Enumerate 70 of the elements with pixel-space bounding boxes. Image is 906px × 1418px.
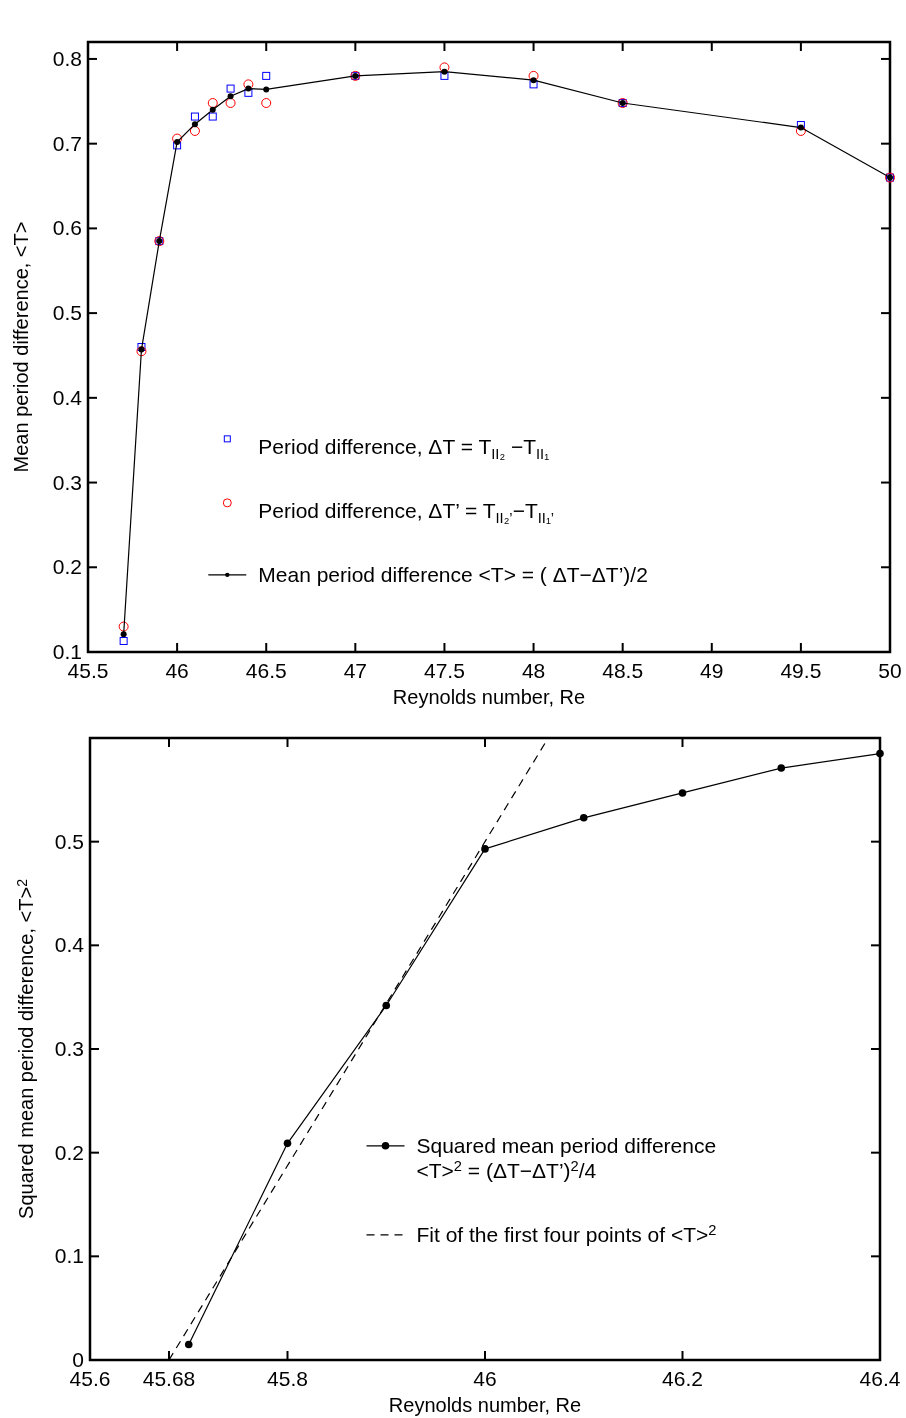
- point: [245, 85, 252, 92]
- x-tick-label: 49.5: [780, 659, 822, 682]
- x-tick-label: 47: [343, 659, 368, 682]
- point: [441, 68, 448, 75]
- legend-label: Mean period difference <T> = ( ΔT−ΔT’)/2: [258, 562, 648, 586]
- point: [118, 621, 129, 632]
- x-tick-label: 46: [473, 1367, 497, 1390]
- y-axis-title: Mean period difference, <T>: [10, 221, 32, 473]
- point: [189, 125, 200, 136]
- x-tick-label: 47.5: [424, 659, 465, 682]
- x-tick-label: 45.68: [142, 1367, 196, 1390]
- x-tick-label: 46: [165, 659, 189, 682]
- point: [184, 1340, 193, 1349]
- point: [263, 86, 270, 93]
- point: [207, 98, 218, 108]
- point: [120, 631, 127, 638]
- y-tick-label: 0.5: [52, 301, 82, 325]
- point: [174, 138, 181, 145]
- legend-label: Fit of the first four points of <T>$^{2}$: [416, 1222, 717, 1246]
- legend-label: Squared mean period difference <T>$^{2}$ = (ΔT−ΔT’)$^{2}$/4: [416, 1133, 717, 1182]
- y-tick-label: 0.4: [52, 385, 83, 409]
- point: [579, 814, 588, 822]
- point: [795, 125, 806, 136]
- point: [777, 764, 786, 772]
- x-axis-title: Reynolds number, Re: [392, 686, 586, 708]
- point: [209, 106, 216, 113]
- point: [440, 71, 449, 80]
- point: [173, 141, 182, 150]
- legend-label: Period difference, ΔT’ = T$_{II₂’}$−T$_{II₁’}$: [258, 498, 555, 527]
- point: [262, 71, 271, 80]
- y-tick-label: 0.6: [52, 216, 82, 240]
- y-tick-label: 0.3: [54, 1037, 84, 1060]
- legend-label: Period difference, ΔT = T$_{II₂}$ −T$_{II₁}$: [258, 434, 550, 463]
- y-tick-label: 0.8: [52, 46, 82, 70]
- x-tick-label: 48: [521, 659, 546, 682]
- x-axis-title: Reynolds number, Re: [388, 1394, 582, 1416]
- x-tick-label: 46.4: [859, 1367, 901, 1390]
- point: [226, 84, 235, 93]
- point: [243, 79, 254, 90]
- point: [172, 133, 183, 144]
- point: [119, 636, 128, 645]
- x-tick-label: 46.5: [245, 659, 287, 682]
- point: [191, 121, 198, 128]
- point: [208, 112, 217, 121]
- point: [244, 88, 253, 97]
- x-tick-label: 49: [700, 659, 724, 682]
- point: [190, 112, 199, 121]
- y-tick-label: 0.2: [54, 1140, 84, 1164]
- point: [283, 1139, 292, 1148]
- point: [382, 1001, 391, 1010]
- point: [481, 845, 489, 853]
- x-tick-label: 45.8: [267, 1367, 308, 1390]
- point: [528, 70, 539, 81]
- point: [678, 789, 687, 797]
- x-tick-label: 50: [878, 659, 902, 682]
- point: [227, 93, 234, 100]
- y-tick-label: 0.5: [54, 829, 84, 853]
- point: [261, 98, 272, 108]
- point: [876, 749, 884, 758]
- y-tick-label: 0.3: [52, 470, 82, 494]
- x-tick-label: 46.2: [662, 1367, 703, 1390]
- point: [530, 77, 537, 84]
- point: [529, 80, 538, 89]
- x-tick-label: 48.5: [602, 659, 644, 682]
- point: [136, 346, 147, 357]
- point: [225, 98, 236, 108]
- y-tick-label: 0.4: [54, 933, 85, 957]
- y-tick-label: 0.7: [52, 131, 82, 155]
- y-tick-label: 0.1: [54, 1244, 84, 1268]
- y-tick-label: 0.2: [52, 555, 82, 579]
